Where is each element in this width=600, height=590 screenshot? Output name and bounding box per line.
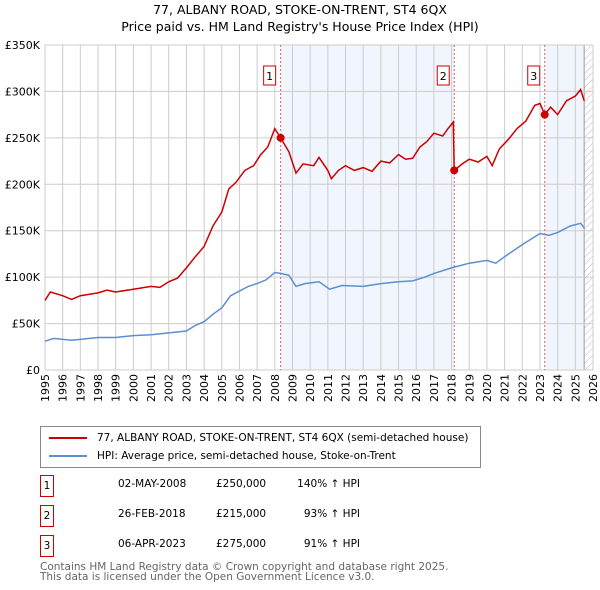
x-tick-label: 2013 bbox=[357, 374, 370, 402]
legend-item-property: 77, ALBANY ROAD, STOKE-ON-TRENT, ST4 6QX… bbox=[49, 430, 468, 446]
y-tick-label: £250K bbox=[5, 132, 41, 145]
sale-price: £275,000 bbox=[216, 538, 267, 550]
x-tick-label: 2026 bbox=[587, 374, 600, 402]
footer: Contains HM Land Registry data © Crown c… bbox=[40, 561, 449, 583]
x-tick-label: 2005 bbox=[216, 374, 229, 402]
y-tick-label: £50K bbox=[12, 318, 41, 331]
x-tick-label: 2025 bbox=[569, 374, 582, 402]
sale-number-badge: 2 bbox=[40, 505, 54, 527]
footer-line: Contains HM Land Registry data © Crown c… bbox=[40, 561, 449, 573]
y-tick-label: £0 bbox=[26, 364, 40, 377]
x-tick-label: 2019 bbox=[463, 374, 476, 402]
sale-hpi-change: 140% ↑ HPI bbox=[297, 478, 360, 490]
future-hatch bbox=[584, 45, 593, 370]
sale-number-badge: 3 bbox=[40, 535, 54, 557]
x-tick-label: 1995 bbox=[39, 374, 52, 402]
sale-label-box bbox=[527, 65, 541, 86]
x-tick-label: 2003 bbox=[180, 374, 193, 402]
x-tick-label: 2001 bbox=[145, 374, 158, 402]
x-tick-label: 2009 bbox=[286, 374, 299, 402]
sale-hpi-change: 91% ↑ HPI bbox=[303, 538, 360, 550]
sale-point bbox=[540, 110, 549, 119]
x-tick-label: 2006 bbox=[233, 374, 246, 402]
x-tick-label: 2014 bbox=[375, 374, 388, 402]
chart-subtitle: Price paid vs. HM Land Registry's House … bbox=[121, 19, 479, 34]
legend-swatch-red bbox=[49, 437, 87, 439]
sale-number-badge: 1 bbox=[40, 475, 54, 497]
sale-date: 26-FEB-2018 bbox=[118, 508, 186, 520]
x-tick-label: 2016 bbox=[410, 374, 423, 402]
legend-label: HPI: Average price, semi-detached house,… bbox=[97, 450, 396, 462]
sale-label: 3 bbox=[530, 70, 537, 83]
shaded-period bbox=[544, 45, 585, 370]
property-price-line bbox=[44, 88, 585, 301]
y-tick-label: £150K bbox=[5, 225, 41, 238]
footer-line: This data is licensed under the Open Gov… bbox=[40, 571, 375, 583]
x-tick-label: 2020 bbox=[481, 374, 494, 402]
sale-price: £250,000 bbox=[216, 478, 267, 490]
price-chart: 1995 1996 1997 1998 1999 2000 2001 2002 2003 2004… bbox=[5, 39, 600, 402]
x-tick-label: 2024 bbox=[552, 374, 565, 402]
shaded-period bbox=[280, 45, 455, 370]
x-tick-label: 2004 bbox=[198, 374, 211, 402]
y-tick-label: £200K bbox=[5, 178, 41, 191]
x-tick-label: 2023 bbox=[534, 374, 547, 402]
sale-point bbox=[450, 166, 459, 175]
x-tick-label: 2012 bbox=[340, 374, 353, 402]
sale-row: 3 06-APR-2023 £275,000 91% ↑ HPI bbox=[40, 535, 440, 557]
y-tick-label: £300K bbox=[5, 85, 41, 98]
sale-row: 2 26-FEB-2018 £215,000 93% ↑ HPI bbox=[40, 505, 440, 527]
sale-label: 2 bbox=[440, 70, 447, 83]
x-tick-label: 1996 bbox=[57, 374, 70, 402]
x-tick-label: 2021 bbox=[499, 374, 512, 402]
legend-swatch-blue bbox=[49, 455, 87, 457]
x-tick-label: 2008 bbox=[269, 374, 282, 402]
sale-label-box bbox=[436, 65, 450, 86]
x-tick-label: 2000 bbox=[127, 374, 140, 402]
x-tick-label: 1999 bbox=[110, 374, 123, 402]
sale-date: 02-MAY-2008 bbox=[118, 478, 187, 490]
legend-item-hpi: HPI: Average price, semi-detached house,… bbox=[49, 448, 396, 464]
x-tick-label: 1998 bbox=[92, 374, 105, 402]
sale-point bbox=[276, 133, 285, 142]
sale-label-box bbox=[263, 65, 277, 86]
x-tick-label: 1997 bbox=[74, 374, 87, 402]
x-tick-label: 2015 bbox=[393, 374, 406, 402]
x-tick-label: 2007 bbox=[251, 374, 264, 402]
legend-label: 77, ALBANY ROAD, STOKE-ON-TRENT, ST4 6QX… bbox=[97, 432, 469, 444]
x-tick-label: 2010 bbox=[304, 374, 317, 402]
x-tick-label: 2022 bbox=[516, 374, 529, 402]
hpi-line bbox=[44, 222, 585, 342]
legend: 77, ALBANY ROAD, STOKE-ON-TRENT, ST4 6QX… bbox=[40, 426, 481, 468]
chart-title: 77, ALBANY ROAD, STOKE-ON-TRENT, ST4 6QX bbox=[153, 2, 447, 17]
x-tick-label: 2017 bbox=[428, 374, 441, 402]
x-tick-label: 2011 bbox=[322, 374, 335, 402]
sale-label: 1 bbox=[266, 70, 273, 83]
y-tick-label: £350K bbox=[5, 39, 41, 52]
y-tick-label: £100K bbox=[5, 271, 41, 284]
sale-row: 1 02-MAY-2008 £250,000 140% ↑ HPI bbox=[40, 475, 440, 497]
sale-price: £215,000 bbox=[216, 508, 267, 520]
x-tick-label: 2002 bbox=[163, 374, 176, 402]
sale-date: 06-APR-2023 bbox=[118, 538, 186, 550]
sale-hpi-change: 93% ↑ HPI bbox=[303, 508, 360, 520]
x-tick-label: 2018 bbox=[446, 374, 459, 402]
